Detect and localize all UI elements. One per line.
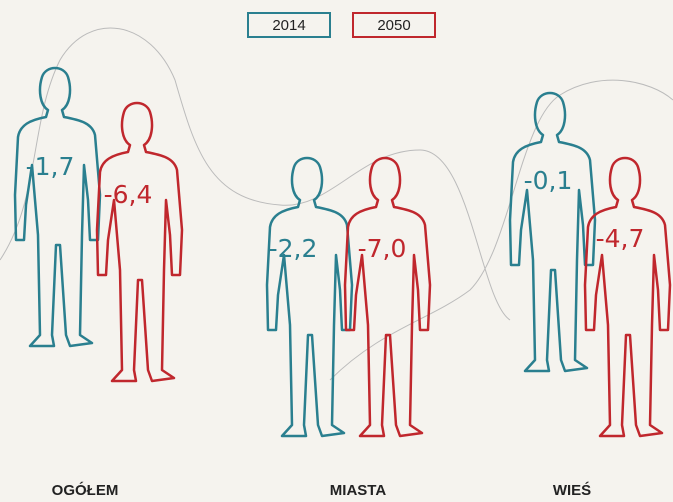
value-label: -1,7: [26, 152, 75, 181]
legend-label: 2050: [377, 17, 410, 34]
person-figure: [510, 93, 595, 371]
category-label: WIEŚ: [553, 481, 591, 499]
chart: 2014 2050 -1,7 -6,4 OGÓŁEM -2,2 -7,0 MIASTA -0,1…: [0, 0, 673, 502]
value-label: -7,0: [358, 234, 407, 263]
person-figure: [345, 158, 430, 436]
person-figure: [585, 158, 670, 436]
person-figure: [97, 103, 182, 381]
value-label: -6,4: [104, 180, 153, 209]
background-curves: [0, 28, 673, 380]
value-label: -0,1: [524, 166, 573, 195]
legend-label: 2014: [272, 17, 305, 34]
person-figure: [267, 158, 352, 436]
category-label: OGÓŁEM: [52, 481, 119, 499]
value-label: -2,2: [269, 234, 318, 263]
value-label: -4,7: [596, 224, 645, 253]
category-label: MIASTA: [330, 482, 387, 499]
person-figure: [15, 68, 100, 346]
